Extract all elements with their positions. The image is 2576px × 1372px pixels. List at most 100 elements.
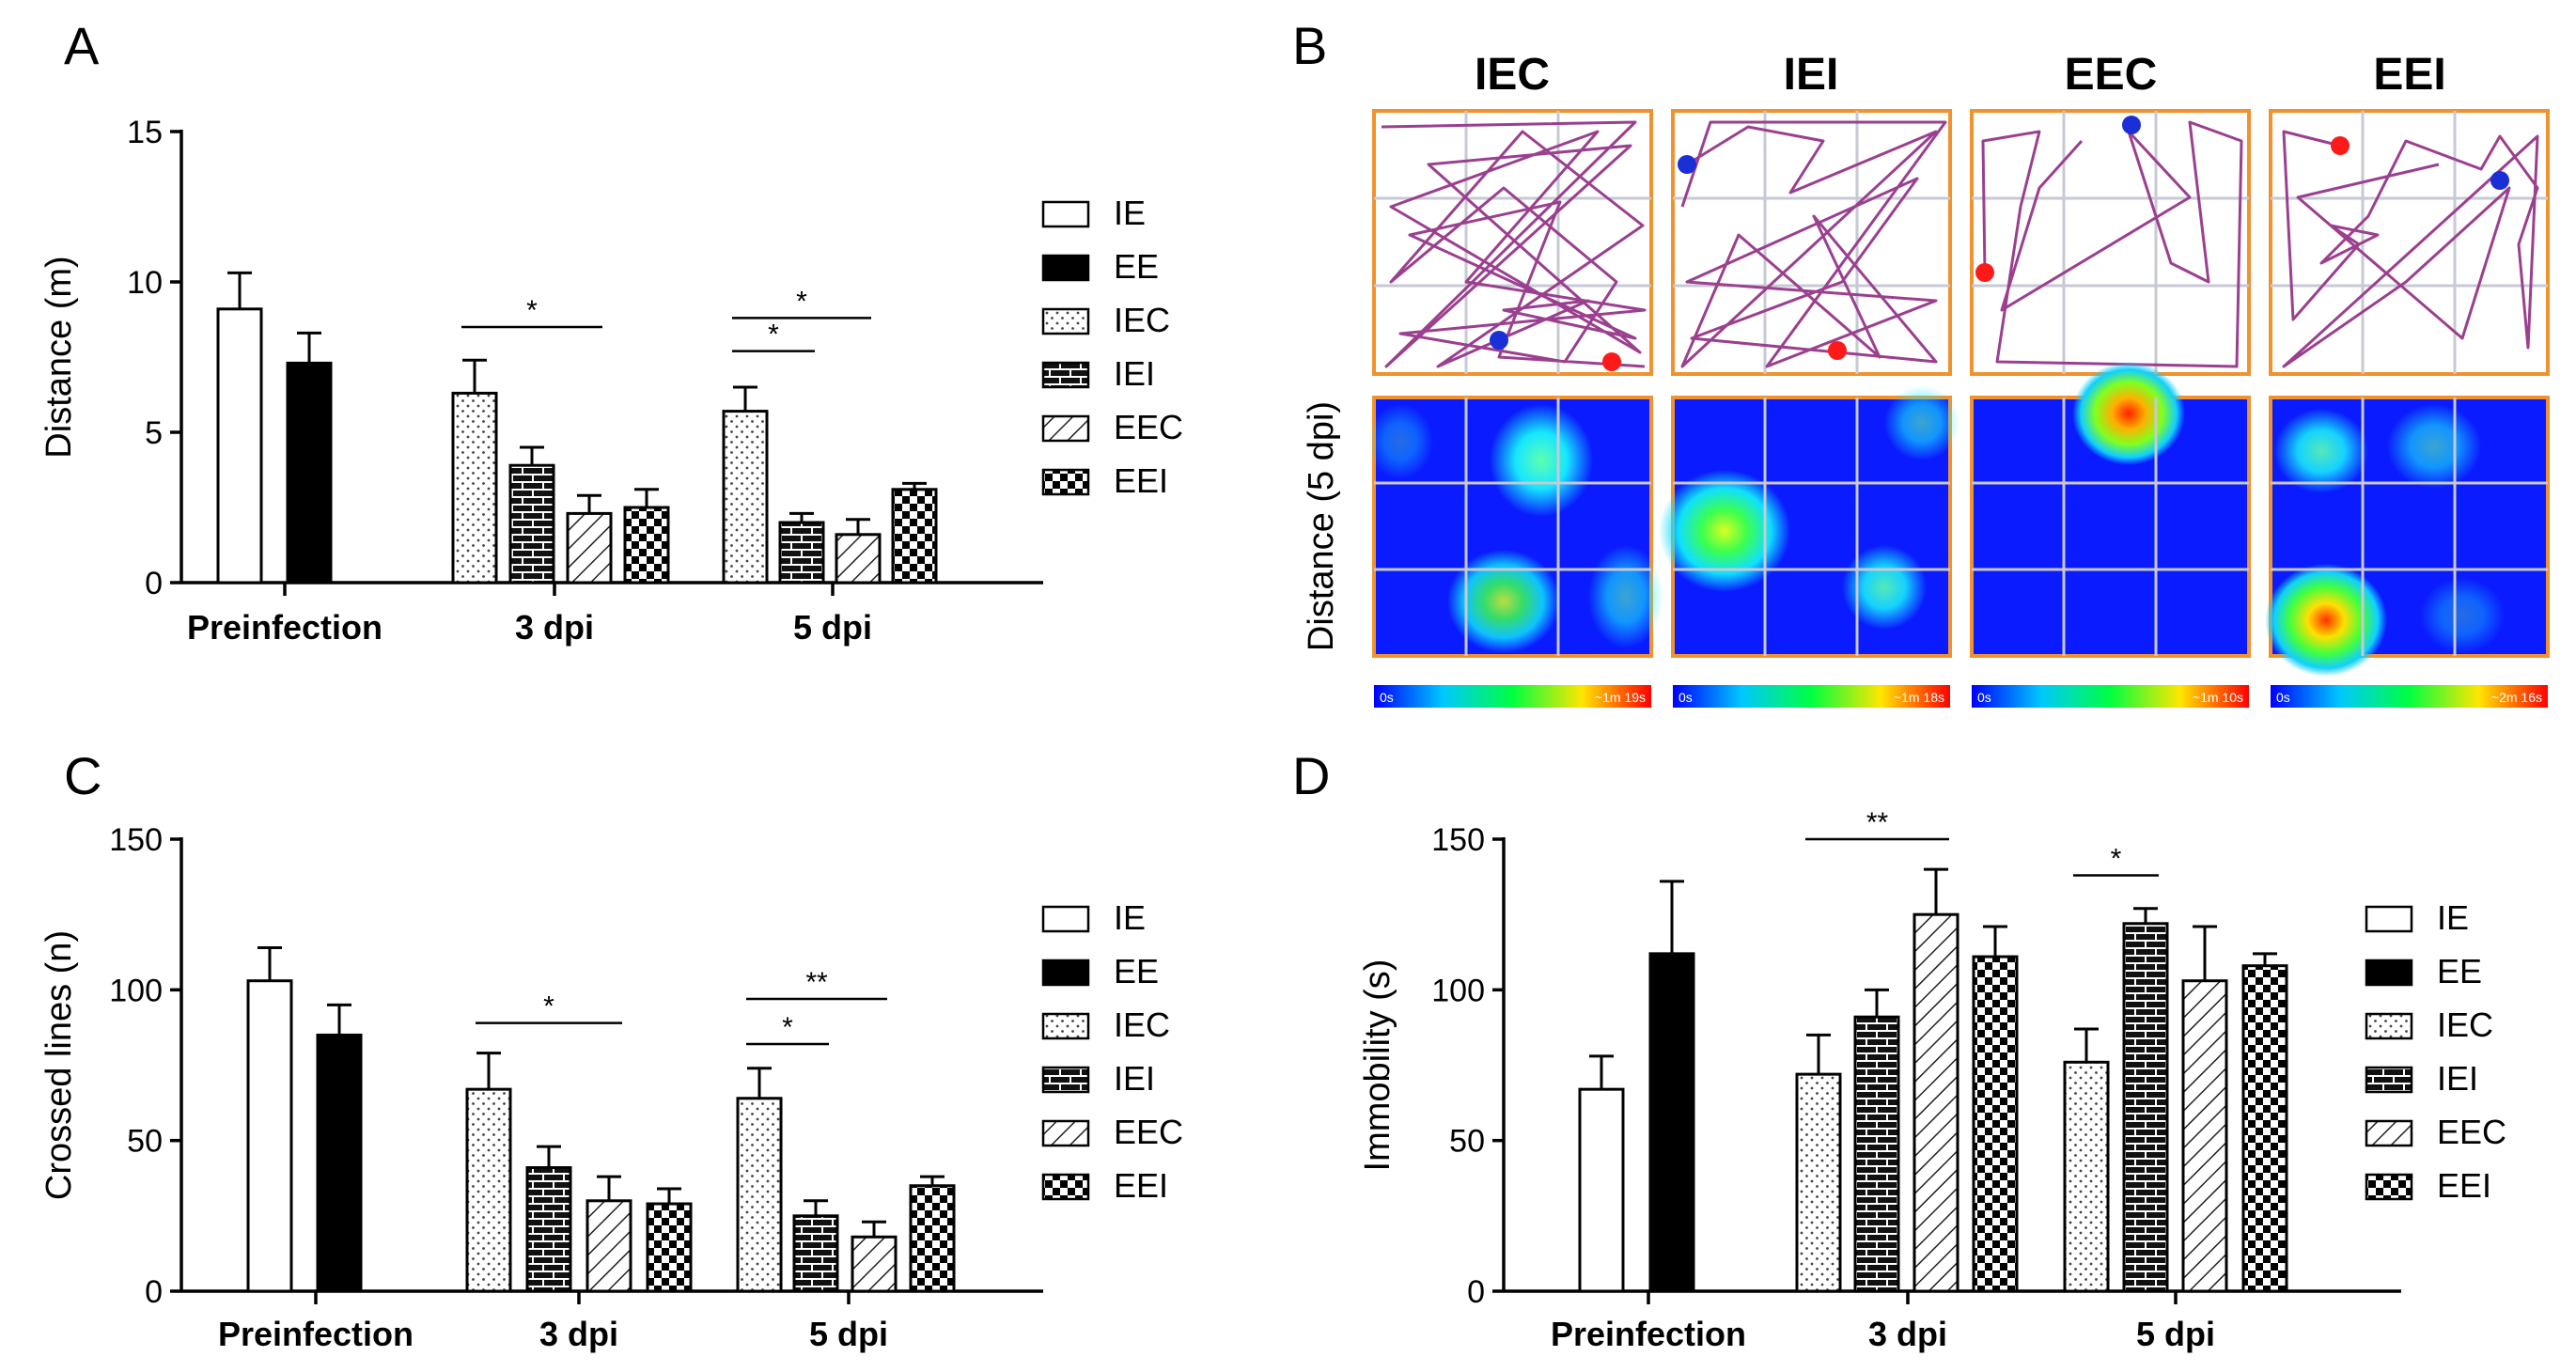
legend-label-ee: EE (1114, 952, 1159, 990)
trial-title-iei: IEI (1784, 50, 1839, 100)
y-tick-label: 15 (127, 115, 163, 150)
bar-5-dpi-iei (792, 1214, 839, 1293)
legend-panel-d: IE EE IEC IEI EEC EEI (2365, 898, 2506, 1205)
legend-label-ee: EE (2437, 952, 2482, 990)
y-tick-label: 0 (1467, 1274, 1485, 1310)
significance-marker: * (526, 295, 538, 326)
legend-label-iei: IEI (1114, 354, 1155, 393)
bar-5-dpi-eei (891, 488, 938, 585)
significance-marker: ** (805, 967, 828, 998)
scale-max-eei: ~2m 16s (2491, 690, 2542, 705)
significance-marker: * (768, 320, 779, 351)
bar-3-dpi-iec (1795, 1072, 1842, 1293)
significance-marker: * (782, 1012, 793, 1043)
bar-preinfection-ee (316, 1033, 363, 1293)
legend-swatch-iec (1041, 307, 1090, 335)
y-tick-label: 5 (145, 415, 163, 451)
x-category-label-preinfection: Preinfection (187, 608, 382, 647)
bar-3-dpi-iei (1853, 1015, 1900, 1293)
bar-3-dpi-iec (451, 391, 498, 585)
y-tick-label: 0 (145, 566, 163, 601)
x-category-label-preinfection: Preinfection (1551, 1315, 1746, 1353)
bar-5-dpi-iec (736, 1097, 783, 1293)
legend-swatch-eei (1041, 1173, 1090, 1201)
scale-min-eei: 0s (2276, 690, 2290, 705)
legend-label-eec: EEC (1114, 1113, 1183, 1151)
bar-3-dpi-iei (525, 1166, 572, 1293)
scale-max-iec: ~1m 19s (1595, 690, 1646, 705)
bar-preinfection-ie (216, 307, 263, 585)
color-scale-iei: 0s ~1m 18s (1673, 685, 1950, 708)
legend-swatch-ie (1041, 200, 1090, 228)
heatmap-iec (1367, 396, 1663, 658)
bar-preinfection-ee (286, 361, 333, 585)
legend-swatch-eei (1041, 468, 1090, 496)
scale-min-iei: 0s (1678, 690, 1693, 705)
bar-5-dpi-iec (2063, 1060, 2110, 1293)
legend-swatch-eec (1041, 1119, 1090, 1147)
legend-label-eei: EEI (1114, 1166, 1168, 1205)
color-scale-iec: 0s ~1m 19s (1374, 685, 1651, 708)
legend-label-eec: EEC (2437, 1113, 2506, 1151)
bar-3-dpi-eei (646, 1202, 693, 1293)
bar-5-dpi-eei (909, 1184, 956, 1293)
y-tick-label: 10 (127, 265, 163, 301)
legend-swatch-iec (1041, 1012, 1090, 1040)
legend-label-ie: IE (2437, 898, 2469, 937)
open-field-panel: Distance (5 dpi) IEC IEI EEC EEI (1302, 50, 2550, 708)
legend-swatch-iec (2365, 1012, 2413, 1040)
legend-swatch-ee (1041, 254, 1090, 282)
y-tick-label: 100 (1431, 973, 1485, 1008)
panel-label-c: C (64, 746, 101, 805)
bar-5-dpi-eec (851, 1235, 898, 1293)
trial-title-eei: EEI (2373, 50, 2445, 100)
legend-swatch-iei (1041, 361, 1090, 389)
y-tick-label: 150 (109, 822, 163, 858)
legend-label-iei: IEI (1114, 1059, 1155, 1098)
bar-3-dpi-eec (566, 511, 613, 585)
scale-max-eec: ~1m 10s (2193, 690, 2243, 705)
distance-bar-chart: 0 5 10 15 Distance (m) Preinfection 3 dpi 5 dpi… (39, 115, 1043, 647)
bar-5-dpi-iei (2122, 922, 2169, 1293)
bar-preinfection-ie (1578, 1087, 1625, 1293)
legend-label-iei: IEI (2437, 1059, 2478, 1098)
bar-3-dpi-eec (585, 1199, 632, 1293)
bar-3-dpi-eei (623, 506, 670, 585)
legend-swatch-ie (1041, 905, 1090, 933)
bar-preinfection-ie (246, 979, 293, 1293)
x-category-label-5-dpi: 5 dpi (793, 608, 872, 647)
y-tick-label: 0 (145, 1274, 163, 1310)
track-map-eei (2269, 109, 2550, 376)
legend-swatch-iei (1041, 1066, 1090, 1094)
heatmap-eei (2265, 396, 2550, 677)
legend-swatch-eei (2365, 1173, 2413, 1201)
legend-label-ie: IE (1114, 898, 1146, 937)
track-map-eec (1970, 109, 2251, 376)
bar-5-dpi-iei (778, 521, 825, 585)
significance-marker: * (796, 286, 807, 317)
significance-marker: ** (1866, 807, 1889, 838)
x-category-label-5-dpi: 5 dpi (809, 1315, 888, 1353)
bar-preinfection-ee (1648, 952, 1695, 1293)
bar-5-dpi-iec (722, 410, 769, 585)
legend-swatch-eec (1041, 414, 1090, 443)
heatmap-iei (1659, 385, 1959, 658)
panel-b-ylabel: Distance (5 dpi) (1302, 401, 1341, 651)
y-axis-label: Immobility (s) (1358, 959, 1397, 1172)
bar-3-dpi-eec (1912, 912, 1959, 1293)
legend-label-ie: IE (1114, 194, 1146, 232)
legend-label-iec: IEC (2437, 1006, 2493, 1044)
crossed-lines-bar-chart: 0 50 100 150 Crossed lines (n) Preinfection 3 … (39, 822, 1043, 1353)
legend-label-eei: EEI (2437, 1166, 2491, 1205)
significance-marker: * (543, 991, 554, 1022)
legend-swatch-iei (2365, 1066, 2413, 1094)
legend-panel-a: IE EE IEC IEI EEC EEI (1041, 194, 1183, 500)
legend-label-eec: EEC (1114, 408, 1183, 446)
scale-min-iec: 0s (1380, 690, 1394, 705)
bar-5-dpi-eec (2181, 979, 2228, 1293)
bar-5-dpi-eec (835, 533, 882, 585)
panel-label-d: D (1292, 746, 1330, 805)
y-axis-label: Crossed lines (n) (39, 930, 79, 1200)
scale-max-iei: ~1m 18s (1894, 690, 1944, 705)
